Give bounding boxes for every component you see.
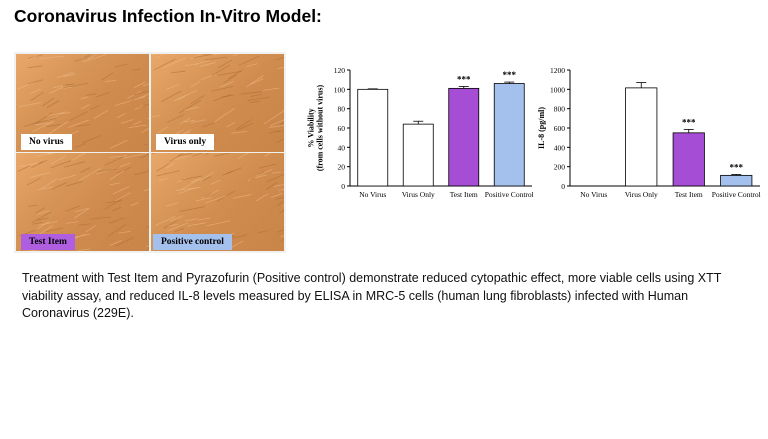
il8-bar-chart: 0 200 400 600 800 1000 1200 IL-8 (pg/ml) No Viru… [537, 66, 761, 199]
micrograph-label: Virus only [156, 134, 215, 150]
x-tick-label: Test Item [450, 190, 478, 199]
y-axis-label: (from cells without virus) [316, 85, 325, 172]
y-tick-label: 20 [338, 163, 346, 172]
y-tick-label: 600 [554, 124, 566, 133]
bar [402, 123, 434, 187]
caption-text: Treatment with Test Item and Pyrazofurin… [22, 271, 722, 320]
y-tick-label: 400 [554, 143, 566, 152]
y-tick-label: 40 [338, 143, 346, 152]
significance-label: *** [503, 70, 517, 80]
micrograph-positive-control: Positive control [151, 153, 284, 251]
y-tick-label: 1200 [550, 66, 565, 75]
y-tick-label: 120 [334, 66, 346, 75]
micrograph-test-item: Test Item [16, 153, 149, 251]
micrograph-label: Positive control [153, 234, 232, 250]
bar [357, 88, 389, 187]
x-tick-label: Test Item [675, 190, 703, 199]
x-tick-label: No Virus [359, 190, 386, 199]
y-tick-label: 60 [338, 124, 346, 133]
y-tick-label: 200 [554, 163, 566, 172]
bar [625, 87, 658, 187]
significance-label: *** [730, 162, 744, 172]
micrograph-virus-only: Virus only [151, 54, 284, 152]
x-tick-label: Positive Control [712, 190, 761, 199]
micrograph-no-virus: No virus [16, 54, 149, 152]
bar [448, 87, 480, 187]
x-tick-label: Virus Only [625, 190, 658, 199]
bar [720, 174, 753, 187]
viability-bar-chart: 0 20 40 60 80 100 120 % Viability (from cells wi… [307, 66, 534, 199]
micrograph-label: No virus [21, 134, 72, 150]
micrograph-grid: No virus Virus only Test Item Positive c… [14, 52, 286, 253]
y-tick-label: 0 [561, 182, 565, 191]
x-tick-label: Virus Only [402, 190, 435, 199]
y-axis-label: IL-8 (pg/ml) [537, 107, 546, 149]
x-tick-label: No Virus [580, 190, 607, 199]
x-tick-label: Positive Control [485, 190, 534, 199]
y-tick-label: 100 [334, 85, 346, 94]
y-tick-label: 80 [338, 105, 346, 114]
y-tick-label: 800 [554, 105, 566, 114]
significance-label: *** [682, 117, 696, 127]
bar [672, 132, 705, 187]
bar [493, 83, 525, 187]
y-tick-label: 0 [341, 182, 345, 191]
significance-label: *** [457, 74, 471, 84]
micrograph-label: Test Item [21, 234, 75, 250]
slide-title: Coronavirus Infection In-Vitro Model: [14, 6, 322, 26]
y-axis-label: % Viability [307, 108, 316, 147]
y-tick-label: 1000 [550, 85, 565, 94]
